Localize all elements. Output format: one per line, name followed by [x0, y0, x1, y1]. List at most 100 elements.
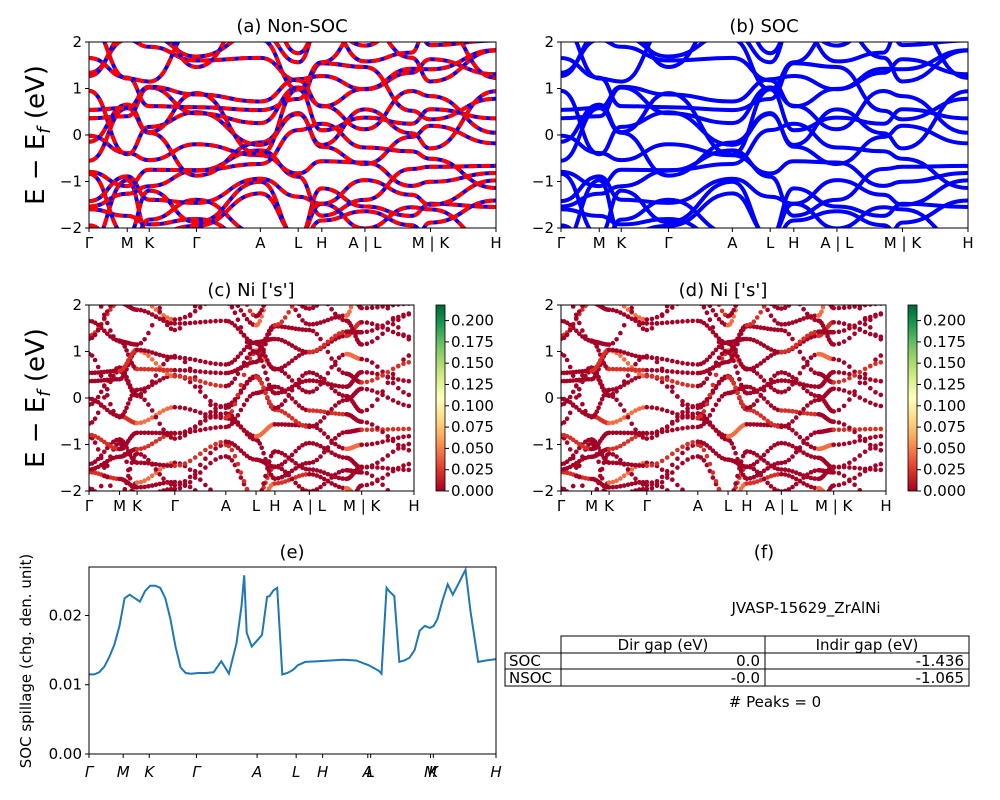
colorbar-tick-label: 0.125 — [451, 376, 494, 394]
band-point — [300, 289, 305, 294]
band-point — [758, 361, 763, 366]
panel-d-title: (d) Ni ['s'] — [679, 280, 768, 301]
band-point — [614, 445, 619, 451]
band-point — [625, 367, 631, 372]
band-point — [805, 403, 810, 408]
band-point — [873, 378, 878, 383]
band-point — [603, 489, 608, 491]
band-point — [690, 383, 695, 389]
band-point — [775, 466, 781, 472]
band-point — [705, 510, 710, 515]
band-point — [321, 415, 327, 420]
band-point — [353, 295, 358, 300]
band-point — [265, 395, 270, 400]
band-point — [241, 312, 247, 318]
band-point — [340, 393, 346, 398]
band-point — [735, 525, 740, 530]
band-point — [670, 389, 675, 394]
band-point — [618, 484, 623, 489]
band-point — [340, 370, 346, 376]
band-point — [165, 292, 170, 297]
band-point — [146, 384, 151, 390]
band-line-up — [102, 42, 496, 92]
band-point — [710, 448, 716, 454]
band-point — [153, 351, 159, 357]
band-point — [779, 378, 784, 383]
band-point — [610, 460, 616, 466]
band-point — [719, 345, 725, 350]
band-point — [121, 492, 126, 497]
band-point — [625, 467, 631, 472]
band-point — [719, 308, 725, 314]
band-point — [117, 295, 122, 300]
band-point — [710, 390, 716, 395]
band-point — [333, 333, 338, 339]
band-point — [98, 453, 104, 458]
band-point — [369, 321, 375, 327]
band-point — [758, 422, 763, 428]
band-point — [172, 317, 178, 322]
band-point — [561, 420, 567, 425]
band-point — [577, 508, 582, 513]
band-point — [90, 287, 95, 292]
band-point — [296, 385, 302, 390]
band-point — [873, 445, 878, 451]
band-point — [654, 355, 660, 361]
band-point — [259, 307, 265, 313]
band-point — [805, 441, 810, 447]
band-point — [188, 289, 193, 294]
band-point — [758, 470, 763, 476]
band-point — [138, 366, 144, 372]
band-point — [599, 383, 605, 388]
band-point — [690, 370, 695, 376]
band-point — [733, 527, 738, 532]
y-tick-label: 1 — [544, 343, 554, 361]
band-point — [375, 375, 380, 381]
band-point — [161, 313, 166, 318]
band-point — [235, 461, 241, 467]
band-point — [801, 306, 806, 312]
band-point — [310, 378, 316, 384]
band-point — [276, 385, 281, 390]
band-point — [99, 498, 104, 503]
band-point — [121, 295, 126, 300]
band-point — [333, 389, 338, 394]
band-point — [149, 473, 155, 479]
band-point — [385, 466, 391, 471]
band-point — [122, 486, 128, 491]
band-point — [138, 340, 144, 346]
band-point — [790, 469, 795, 474]
band-point — [649, 355, 655, 361]
x-tick-label: K — [144, 763, 155, 781]
band-point — [790, 375, 795, 380]
band-point — [675, 426, 680, 432]
band-point — [567, 410, 573, 416]
x-tick-label: K — [144, 234, 155, 252]
x-tick-label: Γ — [85, 763, 95, 781]
band-line — [574, 42, 968, 92]
band-point — [279, 409, 285, 414]
band-point — [259, 529, 264, 534]
band-point — [633, 427, 638, 433]
band-point — [812, 384, 817, 389]
band-point — [168, 435, 174, 440]
band-point — [831, 342, 836, 347]
band-point — [347, 277, 352, 282]
band-point — [716, 397, 722, 403]
band-point — [198, 378, 203, 384]
band-point — [625, 373, 631, 378]
band-point — [350, 491, 355, 496]
band-point — [873, 426, 878, 432]
band-point — [208, 273, 213, 278]
x-tick-label: A — [693, 497, 704, 515]
band-point — [203, 394, 208, 399]
x-tick-label: M — [121, 234, 134, 252]
band-point — [268, 453, 274, 459]
band-point — [314, 305, 320, 308]
band-point — [168, 326, 174, 332]
band-point — [801, 285, 806, 290]
band-point — [857, 326, 863, 332]
band-point — [241, 332, 247, 338]
band-point — [782, 321, 788, 327]
band-point — [325, 349, 331, 355]
